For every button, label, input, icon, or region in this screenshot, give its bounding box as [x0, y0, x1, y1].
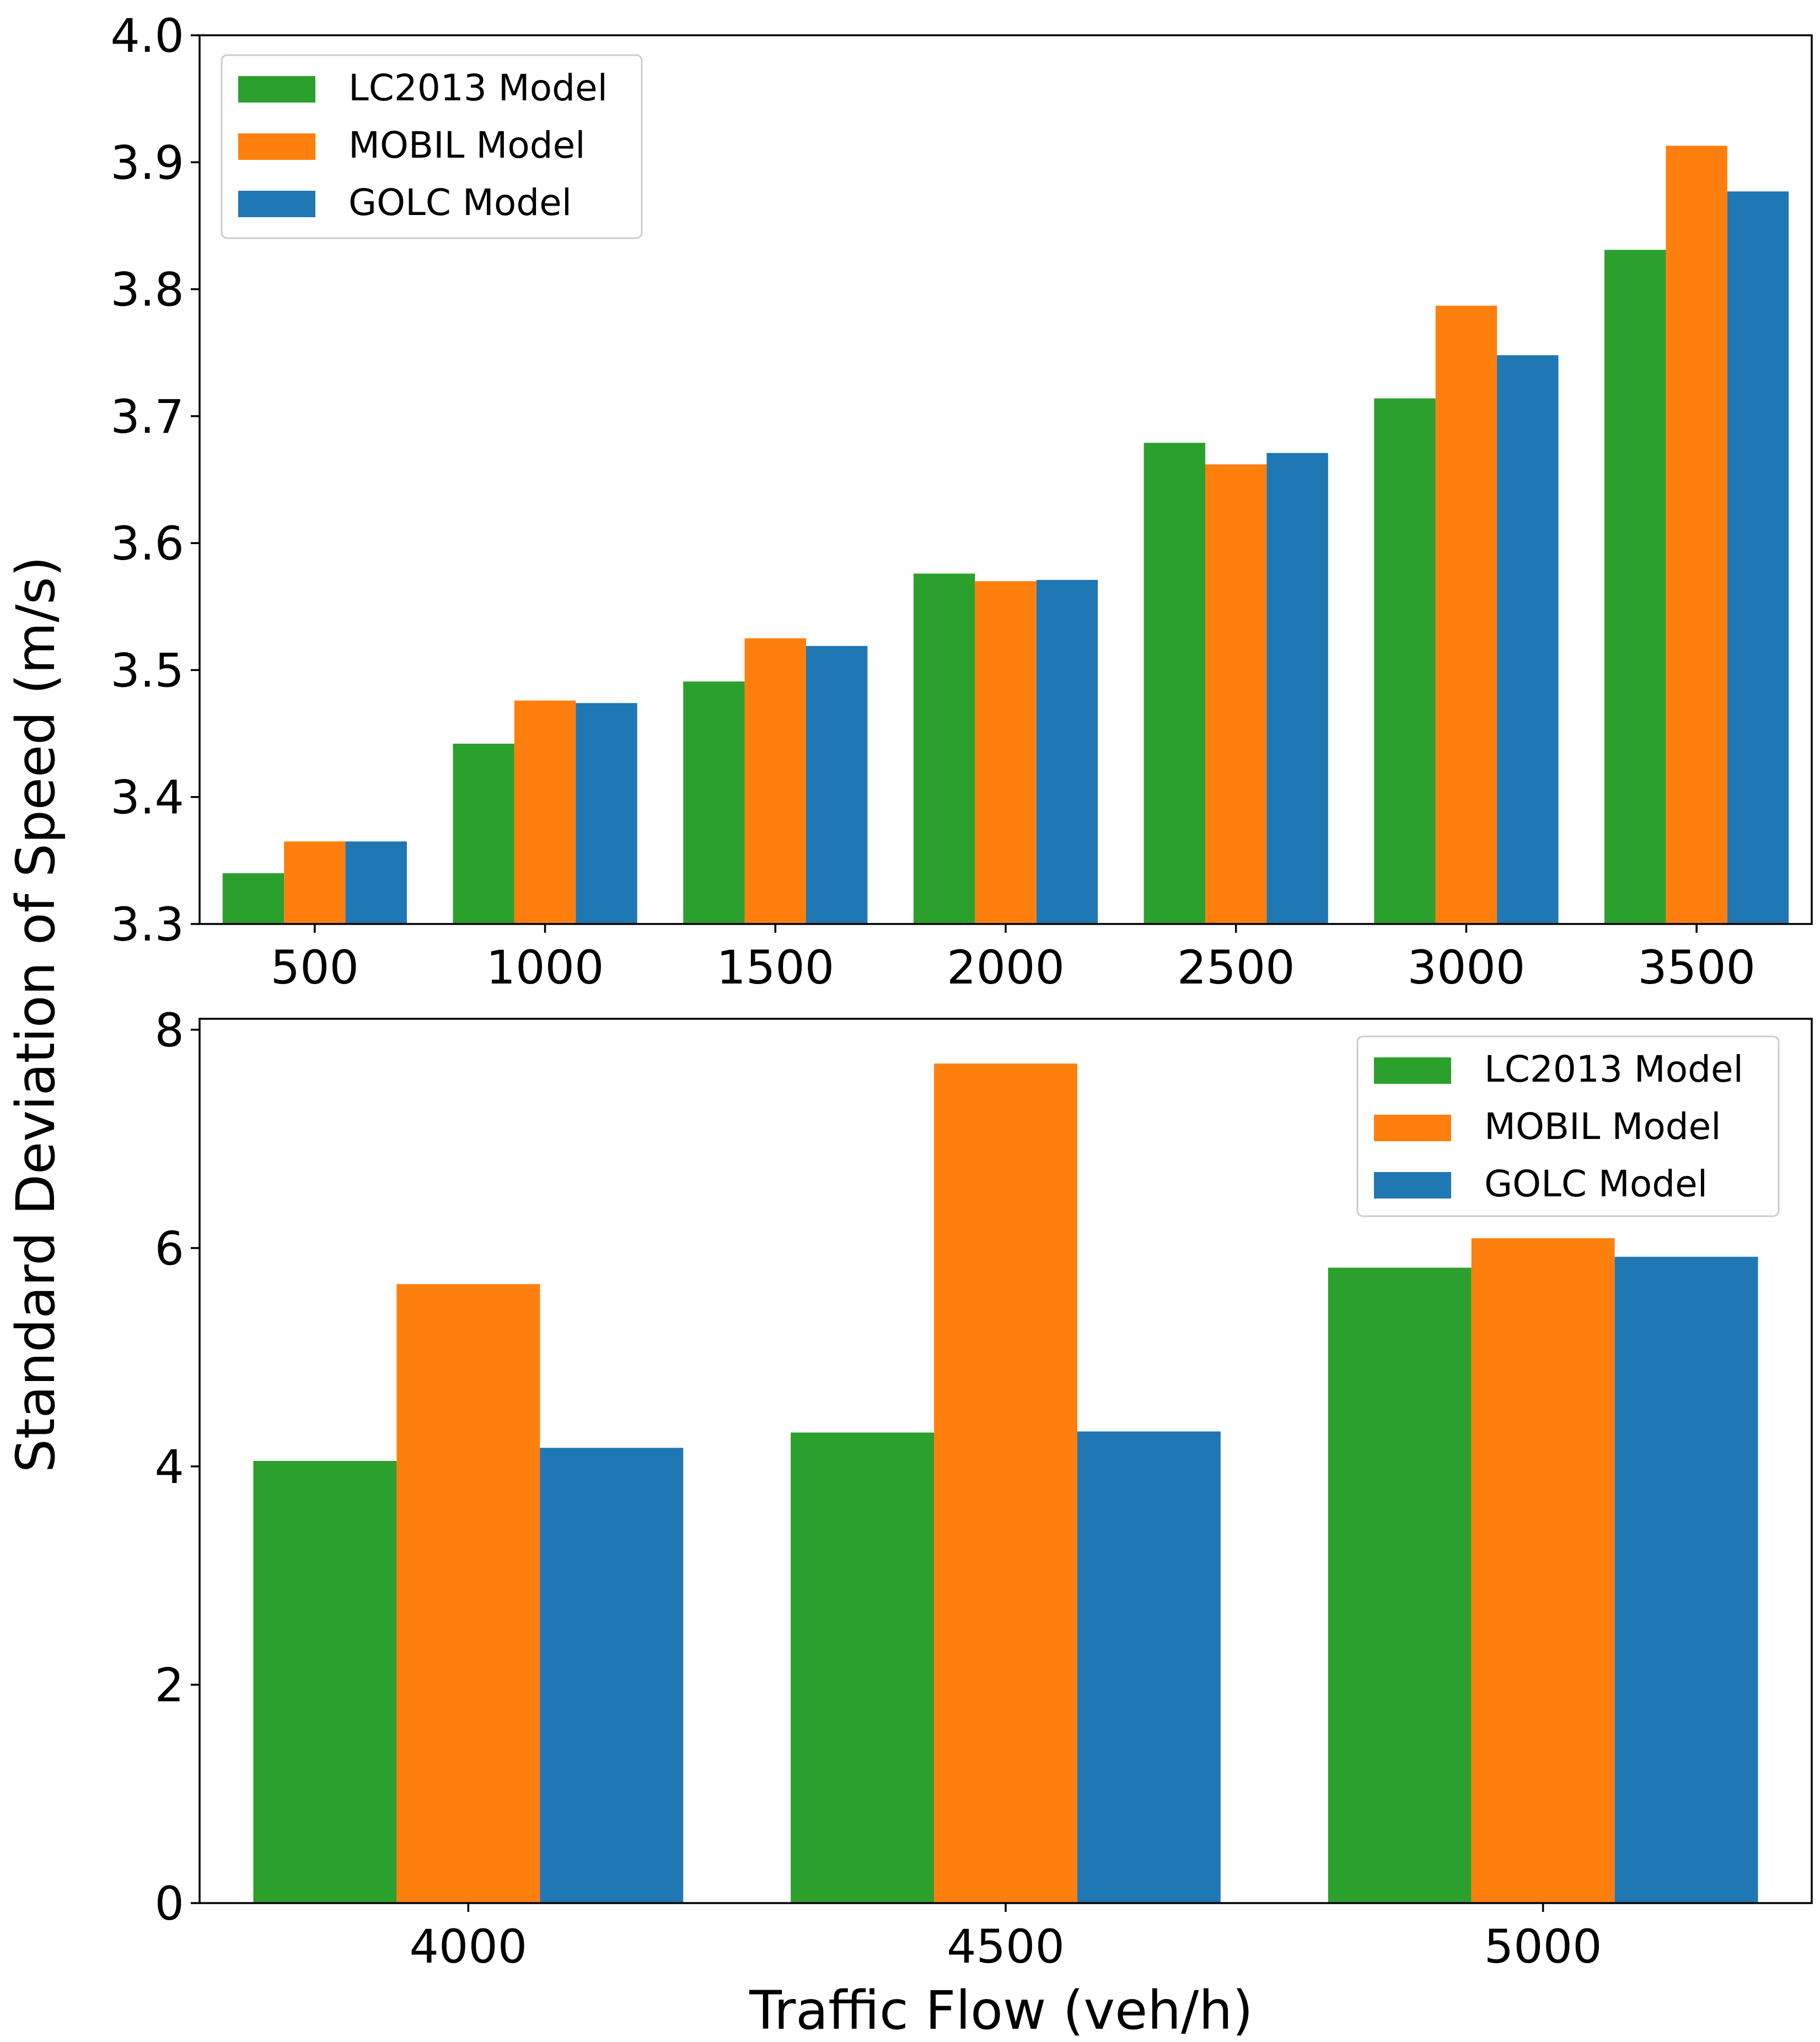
bar-mobil-5000 — [1471, 1238, 1615, 1903]
y-tick-label: 3.5 — [110, 643, 184, 697]
y-tick-label: 0 — [155, 1877, 184, 1931]
legend-label-mobil: MOBIL Model — [348, 124, 586, 166]
bar-golc-1000 — [576, 703, 637, 924]
legend-swatch-lc2013 — [238, 76, 315, 103]
legend-label-mobil: MOBIL Model — [1484, 1105, 1721, 1148]
legend-swatch-golc — [238, 191, 315, 217]
bar-golc-2500 — [1266, 453, 1328, 924]
x-tick-label: 3500 — [1638, 941, 1755, 995]
y-tick-label: 4.0 — [110, 9, 184, 63]
bar-lc2013-5000 — [1328, 1267, 1472, 1903]
bar-lc2013-1500 — [683, 681, 745, 924]
bar-lc2013-4500 — [791, 1432, 935, 1903]
bar-mobil-500 — [284, 841, 346, 924]
legend-label-golc: GOLC Model — [348, 181, 572, 224]
bar-mobil-4500 — [934, 1063, 1077, 1903]
shared-x-axis-label: Traffic Flow (veh/h) — [749, 1980, 1253, 2041]
bar-lc2013-2500 — [1143, 443, 1206, 924]
legend-swatch-mobil — [1374, 1115, 1451, 1141]
bottom-bar-chart: 0 2 4 6 8 4000 4500 5000 LC2013 Model MOBIL Model… — [155, 1003, 1813, 1974]
bar-lc2013-1000 — [453, 743, 514, 924]
x-tick-label: 2000 — [947, 941, 1065, 995]
legend-swatch-golc — [1374, 1172, 1451, 1199]
top-bar-chart: 3.3 3.4 3.5 3.6 3.7 3.8 3.9 4.0 500 1000 1500 2000 2… — [110, 9, 1813, 995]
x-tick-label: 2500 — [1177, 941, 1295, 995]
bar-lc2013-4000 — [253, 1461, 397, 1903]
y-tick-label: 3.9 — [110, 136, 184, 190]
legend-label-lc2013: LC2013 Model — [1484, 1048, 1743, 1090]
x-tick-label: 500 — [271, 941, 359, 995]
bar-golc-3000 — [1497, 355, 1559, 924]
top-legend: LC2013 Model MOBIL Model GOLC Model — [221, 54, 643, 239]
y-tick-label: 4 — [155, 1440, 184, 1494]
bar-golc-1500 — [806, 646, 868, 924]
x-tick-label: 3000 — [1408, 941, 1526, 995]
y-tick-label: 8 — [155, 1003, 184, 1057]
bar-mobil-2000 — [975, 581, 1037, 924]
x-tick-label: 5000 — [1484, 1920, 1602, 1974]
legend-swatch-lc2013 — [1374, 1057, 1451, 1084]
bar-golc-2000 — [1036, 579, 1098, 924]
y-tick-label: 3.7 — [110, 390, 184, 444]
x-tick-label: 1500 — [716, 941, 834, 995]
y-tick-label: 2 — [155, 1658, 184, 1712]
y-tick-label: 6 — [155, 1222, 184, 1276]
y-tick-label: 3.6 — [110, 517, 184, 571]
bar-mobil-1500 — [744, 638, 806, 924]
bar-mobil-3000 — [1435, 305, 1497, 924]
x-tick-label: 1000 — [486, 941, 604, 995]
x-tick-label: 4000 — [409, 1920, 527, 1974]
bar-mobil-3500 — [1666, 146, 1727, 924]
y-tick-label: 3.4 — [110, 771, 184, 825]
bar-golc-500 — [345, 841, 407, 924]
bar-lc2013-2000 — [913, 573, 975, 924]
bar-mobil-1000 — [514, 700, 576, 924]
legend-box — [221, 54, 643, 239]
bar-golc-4000 — [540, 1448, 684, 1903]
bar-golc-3500 — [1727, 191, 1789, 924]
bar-lc2013-3500 — [1604, 250, 1666, 924]
bottom-legend: LC2013 Model MOBIL Model GOLC Model — [1356, 1035, 1780, 1217]
bar-golc-5000 — [1614, 1256, 1758, 1903]
legend-box — [1356, 1035, 1780, 1217]
legend-label-lc2013: LC2013 Model — [348, 67, 608, 109]
x-tick-label: 4500 — [947, 1920, 1065, 1974]
bar-lc2013-500 — [222, 873, 284, 924]
y-tick-label: 3.3 — [110, 898, 184, 952]
bar-lc2013-3000 — [1374, 398, 1436, 924]
bar-golc-4500 — [1077, 1431, 1221, 1903]
y-tick-label: 3.8 — [110, 263, 184, 317]
bar-mobil-4000 — [396, 1284, 540, 1903]
shared-y-axis-label: Standard Deviation of Speed (m/s) — [5, 556, 67, 1473]
legend-swatch-mobil — [238, 133, 315, 160]
bar-mobil-2500 — [1205, 464, 1267, 924]
legend-label-golc: GOLC Model — [1484, 1163, 1708, 1205]
